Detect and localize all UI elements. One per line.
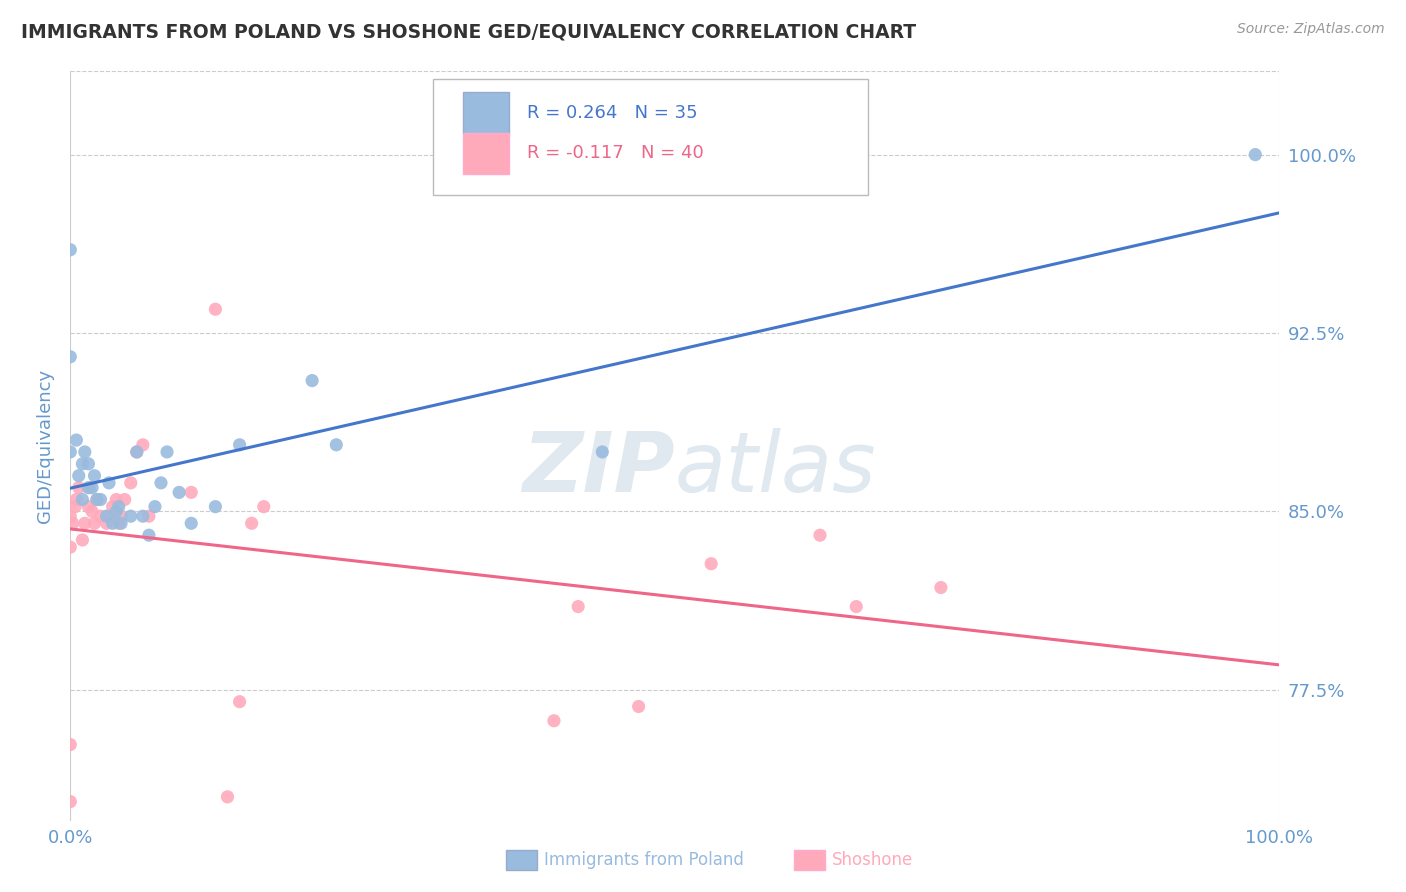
Point: [120, 509, 142, 524]
FancyBboxPatch shape: [464, 93, 509, 134]
Point: [132, 509, 155, 524]
Point: [77, 500, 100, 514]
Text: ZIP: ZIP: [522, 428, 675, 509]
Point: [62, 516, 84, 531]
Text: atlas: atlas: [675, 428, 876, 509]
Point: [90, 492, 111, 507]
Point: [79, 481, 101, 495]
Point: [1244, 147, 1267, 161]
Point: [98, 509, 121, 524]
Point: [72, 533, 94, 547]
Point: [845, 599, 868, 614]
Point: [65, 433, 87, 447]
Point: [80, 481, 103, 495]
Point: [217, 789, 239, 804]
Point: [86, 492, 108, 507]
Point: [67, 468, 90, 483]
Point: [77, 481, 100, 495]
Text: R = 0.264   N = 35: R = 0.264 N = 35: [527, 104, 697, 122]
Point: [591, 445, 613, 459]
Point: [240, 516, 263, 531]
Point: [180, 516, 202, 531]
Text: Shoshone: Shoshone: [832, 851, 914, 869]
Point: [59, 509, 82, 524]
Point: [301, 374, 323, 388]
Point: [73, 516, 96, 531]
Point: [204, 500, 226, 514]
Point: [96, 509, 118, 524]
Point: [59, 795, 82, 809]
Point: [96, 516, 118, 531]
Point: [105, 504, 128, 518]
Point: [167, 485, 190, 500]
Point: [107, 516, 129, 531]
Point: [114, 492, 136, 507]
Point: [228, 695, 250, 709]
Point: [80, 504, 103, 518]
Point: [63, 500, 86, 514]
Point: [132, 438, 155, 452]
Point: [808, 528, 831, 542]
Point: [73, 445, 96, 459]
Point: [120, 475, 142, 490]
Point: [700, 557, 723, 571]
Point: [67, 481, 90, 495]
Text: IMMIGRANTS FROM POLAND VS SHOSHONE GED/EQUIVALENCY CORRELATION CHART: IMMIGRANTS FROM POLAND VS SHOSHONE GED/E…: [21, 22, 917, 41]
Point: [204, 302, 226, 317]
Point: [72, 457, 94, 471]
Point: [325, 438, 347, 452]
Point: [86, 492, 108, 507]
Point: [543, 714, 565, 728]
Point: [138, 509, 160, 524]
Point: [59, 738, 82, 752]
FancyBboxPatch shape: [433, 78, 869, 195]
Point: [59, 540, 82, 554]
Point: [83, 468, 105, 483]
Point: [627, 699, 650, 714]
Point: [101, 500, 124, 514]
Point: [253, 500, 276, 514]
Point: [101, 516, 124, 531]
Point: [59, 243, 82, 257]
Point: [107, 500, 129, 514]
FancyBboxPatch shape: [464, 133, 509, 174]
Point: [150, 475, 172, 490]
Point: [110, 516, 132, 531]
Point: [98, 475, 121, 490]
Point: [83, 516, 105, 531]
Point: [72, 492, 94, 507]
Point: [90, 509, 111, 524]
Text: Immigrants from Poland: Immigrants from Poland: [544, 851, 744, 869]
Point: [143, 500, 166, 514]
Y-axis label: GED/Equivalency: GED/Equivalency: [35, 369, 53, 523]
Point: [228, 438, 250, 452]
Point: [65, 492, 87, 507]
Point: [125, 445, 148, 459]
Point: [59, 445, 82, 459]
Point: [138, 528, 160, 542]
Point: [156, 445, 179, 459]
Text: Source: ZipAtlas.com: Source: ZipAtlas.com: [1237, 22, 1385, 37]
Point: [77, 457, 100, 471]
Point: [110, 509, 132, 524]
Point: [180, 485, 202, 500]
Point: [105, 492, 128, 507]
Text: R = -0.117   N = 40: R = -0.117 N = 40: [527, 145, 704, 162]
Point: [59, 350, 82, 364]
Point: [929, 581, 952, 595]
Point: [567, 599, 589, 614]
Point: [125, 445, 148, 459]
